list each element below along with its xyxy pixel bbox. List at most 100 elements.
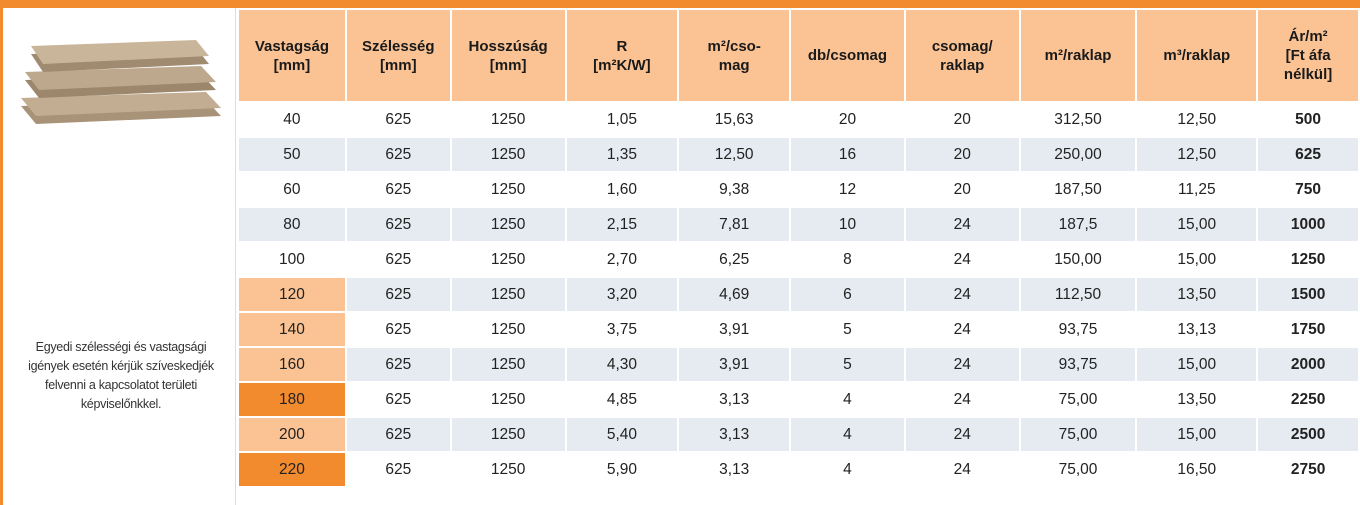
header-text: Hosszúság	[468, 37, 548, 55]
table-cell: 1250	[449, 206, 567, 243]
table-row: 100 625 1250 2,70 6,25 8 24 150,00 15,00 1250	[237, 241, 1360, 278]
left-edge	[0, 0, 3, 505]
table-cell: 93,75	[1018, 346, 1138, 383]
table-cell: 12,50	[1135, 136, 1259, 173]
header-text: m³/raklap	[1163, 47, 1231, 64]
header-text: [Ft áfa	[1285, 47, 1331, 64]
table-cell: 2500	[1256, 416, 1360, 453]
table-row: 50 625 1250 1,35 12,50 16 20 250,00 12,50 625	[237, 136, 1360, 173]
table-cell: 1250	[449, 241, 567, 278]
header-text: [m²K/W]	[593, 56, 651, 74]
product-image	[21, 40, 221, 124]
table-cell: 1250	[449, 101, 567, 138]
table-cell: 15,00	[1135, 416, 1259, 453]
table-cell: 500	[1256, 101, 1360, 138]
table-cell: 24	[903, 451, 1021, 488]
table-cell: 625	[344, 381, 452, 418]
table-cell: 625	[344, 346, 452, 383]
table-cell: 1250	[449, 311, 567, 348]
table-cell: 4,85	[564, 381, 680, 418]
table-cell: 20	[903, 136, 1021, 173]
top-bar	[0, 0, 1360, 8]
table-cell: 625	[344, 101, 452, 138]
table-cell: 625	[344, 276, 452, 313]
table-cell: 120	[237, 276, 347, 313]
table-cell: 1250	[449, 276, 567, 313]
header-text: Vastagság	[254, 37, 330, 55]
table-cell: 625	[344, 171, 452, 208]
table-cell: 9,38	[677, 171, 792, 208]
table-cell: 2000	[1256, 346, 1360, 383]
header-text: [mm]	[489, 56, 527, 74]
table-cell: 20	[903, 171, 1021, 208]
table-cell: 2250	[1256, 381, 1360, 418]
table-cell: 24	[903, 206, 1021, 243]
table-cell: 4,69	[677, 276, 792, 313]
note: Egyedi szélességi és vastagsági igények …	[28, 340, 214, 411]
table-cell: 187,5	[1018, 206, 1138, 243]
header-text: csomag/	[931, 37, 993, 55]
table-cell: 312,50	[1018, 101, 1138, 138]
table-cell: 15,00	[1135, 241, 1259, 278]
table-cell: 8	[789, 241, 906, 278]
table-row: 140 625 1250 3,75 3,91 5 24 93,75 13,13 1750	[237, 311, 1360, 348]
table-cell: 180	[237, 381, 347, 418]
table-row: 80 625 1250 2,15 7,81 10 24 187,5 15,00 1000	[237, 206, 1360, 243]
table-cell: 12,50	[677, 136, 792, 173]
header-cell: db/csomag	[789, 8, 906, 103]
header-row: Vastagság [mm] Szélesség [mm] Hosszúság [mm] R…	[237, 8, 1360, 103]
header-cell: Hosszúság [mm]	[449, 8, 567, 103]
table-cell: 24	[903, 381, 1021, 418]
header-cell: m²/cso-mag	[677, 8, 792, 103]
table-cell: 75,00	[1018, 381, 1138, 418]
table-cell: 3,13	[677, 451, 792, 488]
header-text: db/csomag	[807, 47, 888, 64]
table-cell: 2750	[1256, 451, 1360, 488]
table-cell: 1,05	[564, 101, 680, 138]
table-cell: 1500	[1256, 276, 1360, 313]
table-cell: 13,50	[1135, 381, 1259, 418]
table-cell: 1250	[449, 136, 567, 173]
table-cell: 93,75	[1018, 311, 1138, 348]
table-cell: 625	[1256, 136, 1360, 173]
table-cell: 24	[903, 416, 1021, 453]
table-cell: 3,20	[564, 276, 680, 313]
header-cell: Szélesség [mm]	[344, 8, 452, 103]
table-cell: 200	[237, 416, 347, 453]
table-cell: 24	[903, 346, 1021, 383]
header-cell: m²/raklap	[1018, 8, 1138, 103]
table-cell: 1250	[449, 346, 567, 383]
table-cell: 150,00	[1018, 241, 1138, 278]
left-panel: Egyedi szélességi és vastagsági igények …	[3, 8, 236, 505]
table-cell: 80	[237, 206, 347, 243]
header-text: nélkül]	[1283, 66, 1333, 83]
table-cell: 4	[789, 416, 906, 453]
header-text: Szélesség	[362, 37, 435, 55]
table-cell: 12	[789, 171, 906, 208]
product-table: Vastagság [mm] Szélesség [mm] Hosszúság [mm] R…	[237, 8, 1360, 488]
table-cell: 24	[903, 241, 1021, 278]
table-cell: 11,25	[1135, 171, 1259, 208]
table-cell: 15,00	[1135, 206, 1259, 243]
table-cell: 5	[789, 346, 906, 383]
table-cell: 1,60	[564, 171, 680, 208]
header-cell: Vastagság [mm]	[237, 8, 347, 103]
table-cell: 1250	[1256, 241, 1360, 278]
table-cell: 5,90	[564, 451, 680, 488]
table-cell: 2,70	[564, 241, 680, 278]
table-cell: 3,75	[564, 311, 680, 348]
table-cell: 2,15	[564, 206, 680, 243]
table-cell: 112,50	[1018, 276, 1138, 313]
table-row: 120 625 1250 3,20 4,69 6 24 112,50 13,50 1500	[237, 276, 1360, 313]
header-text: R	[616, 37, 628, 55]
table-cell: 75,00	[1018, 451, 1138, 488]
table-row: 40 625 1250 1,05 15,63 20 20 312,50 12,50 500	[237, 101, 1360, 138]
table-cell: 16	[789, 136, 906, 173]
table-cell: 1750	[1256, 311, 1360, 348]
header-text: mag	[718, 56, 750, 74]
table-cell: 1250	[449, 416, 567, 453]
table-cell: 140	[237, 311, 347, 348]
table-row: 60 625 1250 1,60 9,38 12 20 187,50 11,25 750	[237, 171, 1360, 208]
table-row: 220 625 1250 5,90 3,13 4 24 75,00 16,50 2750	[237, 451, 1360, 488]
table-cell: 1250	[449, 171, 567, 208]
